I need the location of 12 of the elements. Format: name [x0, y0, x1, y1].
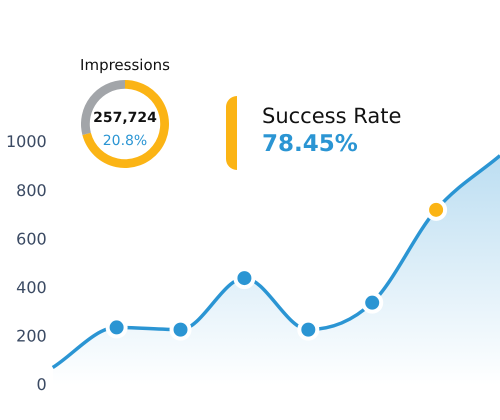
y-tick-label: 400	[16, 278, 47, 297]
y-tick-label: 1000	[6, 132, 47, 152]
annotation: 78.45%	[262, 131, 358, 157]
y-tick-label: 800	[16, 180, 47, 200]
text: Success Rate	[262, 104, 402, 128]
chart-title: Impressions	[79, 56, 171, 74]
y-tick-label: 600	[16, 229, 47, 248]
point	[361, 292, 384, 314]
annotation: 20.8%	[102, 133, 148, 149]
y-tick-label: 200	[16, 326, 47, 346]
y-tick-label: 0	[36, 375, 47, 394]
text: 257,724	[92, 110, 158, 126]
